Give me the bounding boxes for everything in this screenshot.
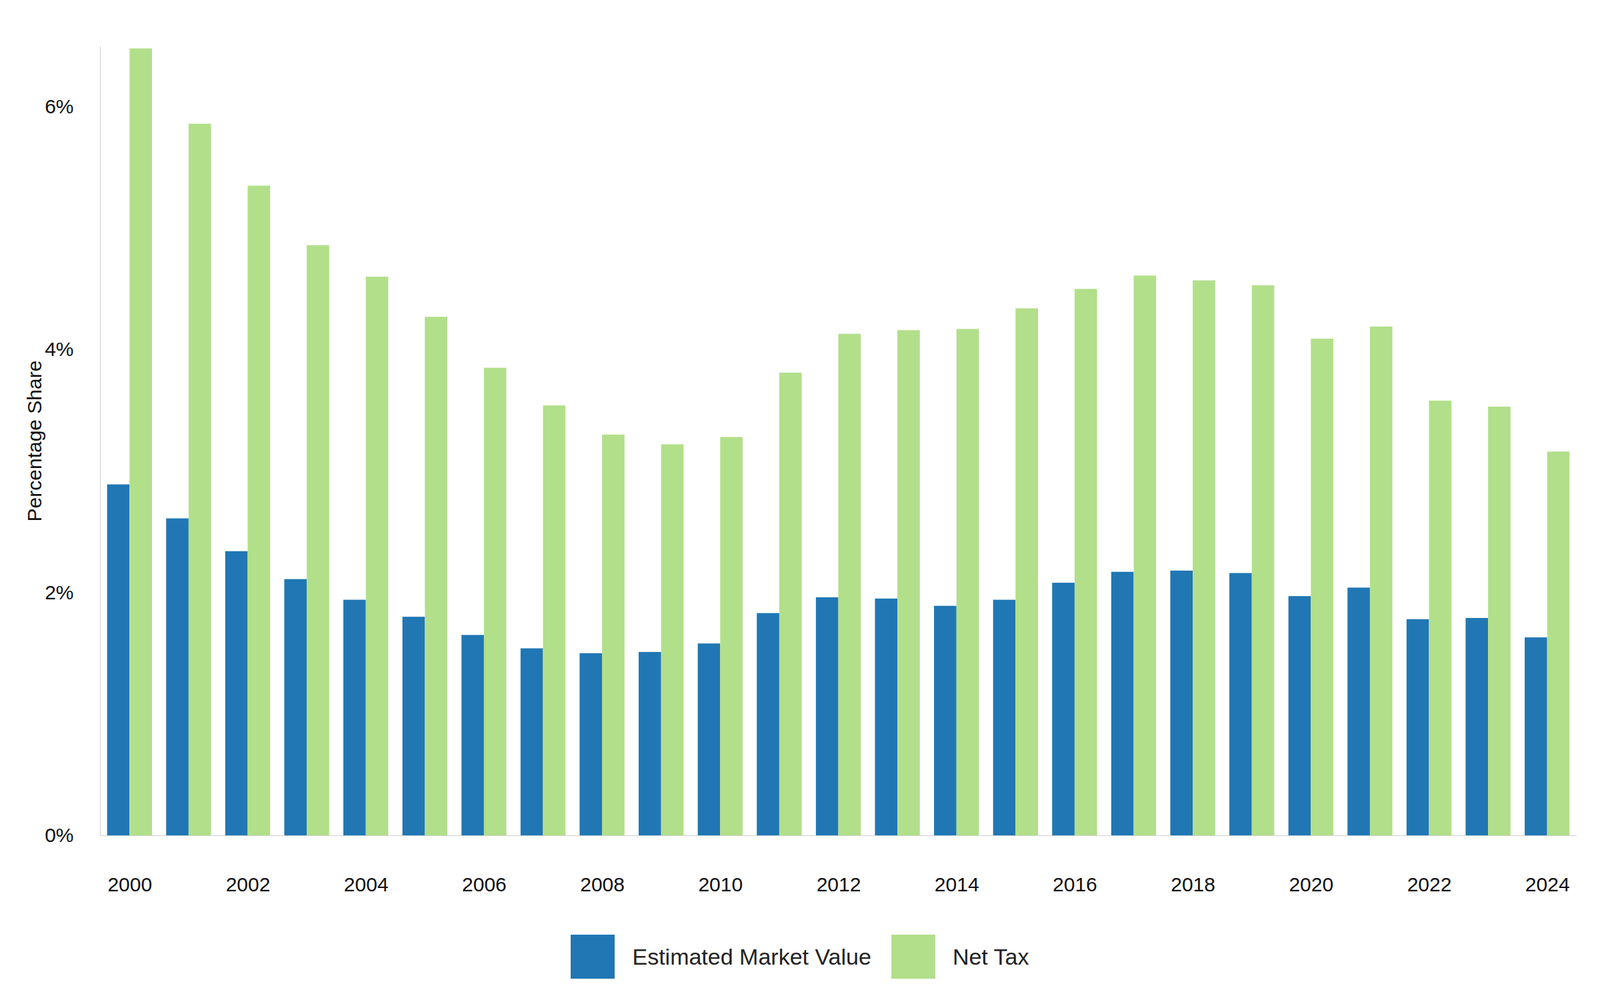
svg-text:0%: 0% xyxy=(44,824,74,846)
svg-text:2010: 2010 xyxy=(698,873,743,896)
svg-text:6%: 6% xyxy=(44,95,74,118)
svg-text:2022: 2022 xyxy=(1407,873,1452,896)
svg-text:2008: 2008 xyxy=(580,873,625,896)
svg-text:4%: 4% xyxy=(44,338,74,360)
svg-text:2%: 2% xyxy=(44,581,74,604)
html-text:Net Tax: Net Tax xyxy=(952,943,1029,969)
html-text:Estimated Market Value: Estimated Market Value xyxy=(632,943,872,969)
svg-text:2024: 2024 xyxy=(1525,873,1570,896)
svg-text:2016: 2016 xyxy=(1052,873,1098,896)
svg-text:2014: 2014 xyxy=(934,873,980,896)
svg-text:2020: 2020 xyxy=(1288,873,1334,896)
svg-text:2000: 2000 xyxy=(107,873,152,896)
svg-text:2006: 2006 xyxy=(462,873,507,896)
svg-text:2002: 2002 xyxy=(226,873,271,896)
svg-text:2004: 2004 xyxy=(344,873,389,896)
svg-text:Percentage Share: Percentage Share xyxy=(23,360,46,522)
svg-text:2012: 2012 xyxy=(816,873,862,896)
svg-text:2018: 2018 xyxy=(1170,873,1216,896)
